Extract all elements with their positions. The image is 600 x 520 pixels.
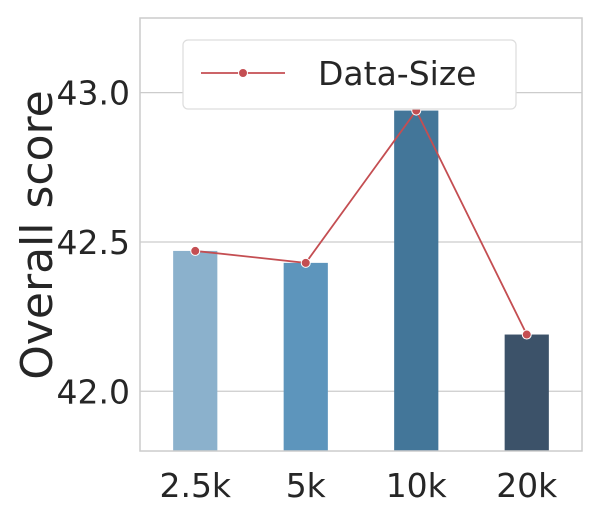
- bar-20k: [504, 334, 549, 451]
- bars: [173, 110, 549, 451]
- bar-2.5k: [173, 250, 218, 451]
- x-tick-label: 10k: [386, 466, 448, 505]
- data-size-point: [521, 329, 532, 340]
- x-tick-label: 5k: [286, 466, 327, 505]
- data-size-series: [190, 105, 532, 340]
- legend: Data-Size: [182, 39, 517, 110]
- legend-marker-swatch: [238, 68, 248, 78]
- data-size-line: [195, 108, 528, 335]
- legend-box: [182, 39, 517, 110]
- y-tick-label: 42.5: [57, 223, 130, 262]
- x-tick-labels: 2.5k 5k 10k 20k: [159, 466, 558, 505]
- y-tick-label: 42.0: [57, 372, 130, 411]
- legend-label-data-size: Data-Size: [318, 54, 476, 93]
- data-size-point: [190, 245, 201, 256]
- x-tick-label: 20k: [496, 466, 558, 505]
- y-axis-label: Overall score: [12, 90, 63, 379]
- y-tick-label: 43.0: [57, 74, 130, 113]
- bar-10k: [394, 110, 439, 451]
- y-tick-labels: 42.0 42.5 43.0: [57, 74, 130, 412]
- x-tick-label: 2.5k: [159, 466, 231, 505]
- bar-5k: [283, 262, 328, 451]
- plot-frame: [139, 17, 583, 452]
- data-size-point: [300, 257, 311, 268]
